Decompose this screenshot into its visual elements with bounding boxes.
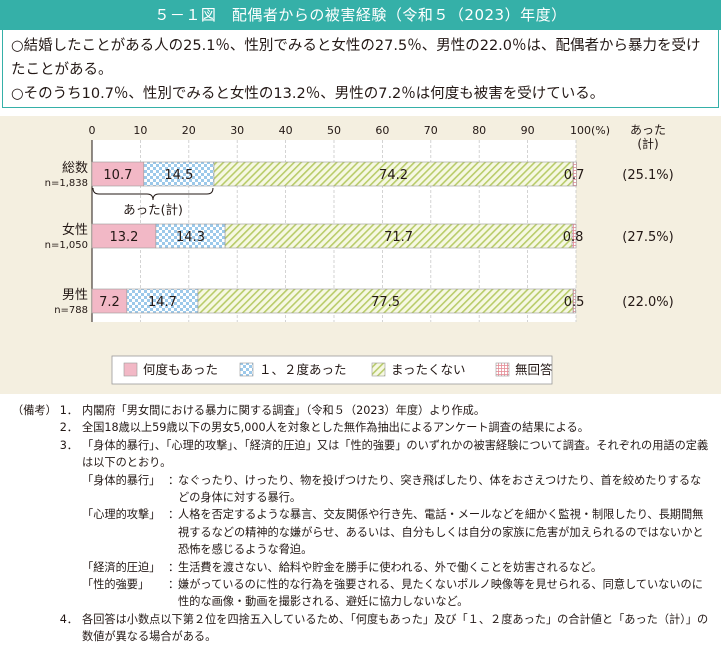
legend-swatch <box>239 362 254 377</box>
bar-segment <box>572 288 576 314</box>
bar-segment <box>91 223 157 249</box>
bar-value-label: 77.5 <box>371 295 400 310</box>
bar-segment <box>224 223 573 249</box>
bar-value-label: 14.3 <box>176 230 205 245</box>
definition-term: 「経済的圧迫」 <box>82 560 161 574</box>
category-label: 男性 <box>62 288 88 303</box>
note-number: 4． <box>59 612 78 626</box>
total-value-label: (27.5%) <box>622 230 673 245</box>
figure-title: ５－１図 配偶者からの被害経験（令和５（2023）年度） <box>0 0 721 30</box>
notes-section: （備考） 1． 内閣府「男女間における暴力に関する調査」（令和５（2023）年度… <box>12 402 712 646</box>
brace-label: あった(計) <box>123 202 183 217</box>
chart-panel: 0 10 20 30 40 50 60 70 80 90 100(%) あった (計) 総数 n=1,838… <box>0 116 721 394</box>
bar-segment <box>571 223 577 249</box>
definition-text: 人格を否定するような暴言、交友関係や行き先、電話・メールなどを細かく監視・制限し… <box>178 508 704 557</box>
x-tick-label: 40 <box>279 124 293 137</box>
summary-line-2: ○そのうち10.7％、性別でみると女性の13.2％、男性の7.2％は何度も被害を… <box>11 86 605 102</box>
definitions-list: 「身体的暴行」 ： なぐったり、けったり、物を投げつけたり、突き飛ばしたり、体を… <box>12 472 712 611</box>
legend-swatch <box>371 362 386 377</box>
note-text: 全国18歳以上59歳以下の男女5,000人を対象とした無作為抽出によるアンケート… <box>82 421 589 435</box>
bar-value-label: 13.2 <box>109 230 138 245</box>
bar-segment <box>91 161 145 187</box>
legend-swatch <box>123 362 138 377</box>
bar-segment <box>155 223 226 249</box>
bar-segment <box>91 288 128 314</box>
x-tick-label: 70 <box>424 124 438 137</box>
category-n: n=788 <box>54 305 88 316</box>
summary-box: ○結婚したことがある人の25.1％、性別でみると女性の27.5％、男性の22.0… <box>2 30 719 108</box>
total-value-label: (22.0%) <box>622 295 673 310</box>
bar-value-label: 0.7 <box>564 168 585 183</box>
definition-term: 「心理的攻撃」 <box>82 508 161 522</box>
stacked-bar-chart: 0 10 20 30 40 50 60 70 80 90 100(%) あった(計) 総数 n=1,838… <box>45 123 674 385</box>
definition-text: 生活費を渡さない、給料や貯金を勝手に使われる、外で働くことを妨害されるなど。 <box>178 560 603 574</box>
x-tick-label: 80 <box>472 124 486 137</box>
bar-value-label: 0.5 <box>564 295 585 310</box>
brace <box>92 187 214 201</box>
note-number: 1． <box>59 404 78 417</box>
total-header: (計) <box>637 136 658 151</box>
legend-box <box>111 355 553 385</box>
summary-line-1: ○結婚したことがある人の25.1％、性別でみると女性の27.5％、男性の22.0… <box>11 38 701 78</box>
x-tick-label: 90 <box>521 124 535 137</box>
note-text: 内閣府「男女間における暴力に関する調査」（令和５（2023）年度）より作成。 <box>82 404 486 417</box>
bar-value-label: 71.7 <box>384 230 413 245</box>
legend-label: １、２度あった <box>259 362 347 377</box>
definition-text: 嫌がっているのに性的な行為を強要される、見たくないポルノ映像等を見せられる、同意… <box>178 578 703 609</box>
bar-value-label: 14.7 <box>148 295 177 310</box>
note-number: 3． <box>59 438 78 452</box>
x-tick-label: 0 <box>89 124 96 137</box>
bar-segment <box>572 161 577 187</box>
bar-value-label: 10.7 <box>103 168 132 183</box>
total-header: あった <box>630 123 666 137</box>
legend-label: 無回答 <box>515 362 553 377</box>
x-tick-label: 20 <box>182 124 196 137</box>
bar-value-label: 74.2 <box>379 168 408 183</box>
category-n: n=1,050 <box>45 240 88 251</box>
note-number: 2． <box>59 421 78 435</box>
x-tick-label: 100(%) <box>570 124 610 137</box>
total-value-label: (25.1%) <box>622 168 673 183</box>
note-text: 「身体的暴行」、「心理的攻撃」、「経済的圧迫」又は「性的強要」のいずれかの被害経… <box>82 438 709 470</box>
bar-segment <box>213 161 574 187</box>
bar-segment <box>126 288 199 314</box>
category-label: 女性 <box>62 222 88 238</box>
bar-value-label: 14.5 <box>164 168 193 183</box>
bar-value-label: 0.8 <box>563 230 584 245</box>
definition-text: なぐったり、けったり、物を投げつけたり、突き飛ばしたり、体をおさえつけたり、首を… <box>178 473 702 505</box>
x-tick-label: 10 <box>133 124 147 137</box>
category-n: n=1,838 <box>45 178 88 189</box>
x-tick-label: 30 <box>230 124 244 137</box>
legend-label: 何度もあった <box>143 362 218 377</box>
note-text: 各回答は小数点以下第２位を四捨五入しているため、「何度もあった」及び「１、２度あ… <box>82 612 709 644</box>
bar-segment <box>197 288 574 314</box>
definition-term: 「身体的暴行」 <box>82 473 161 487</box>
x-tick-label: 60 <box>375 124 389 137</box>
x-tick-label: 50 <box>327 124 341 137</box>
bar-value-label: 7.2 <box>99 295 120 310</box>
legend-label: まったくない <box>391 362 466 377</box>
definition-term: 「性的強要」 <box>82 578 150 592</box>
category-label: 総数 <box>62 161 88 176</box>
legend-swatch <box>495 362 510 377</box>
notes-prefix: （備考） <box>12 404 57 417</box>
